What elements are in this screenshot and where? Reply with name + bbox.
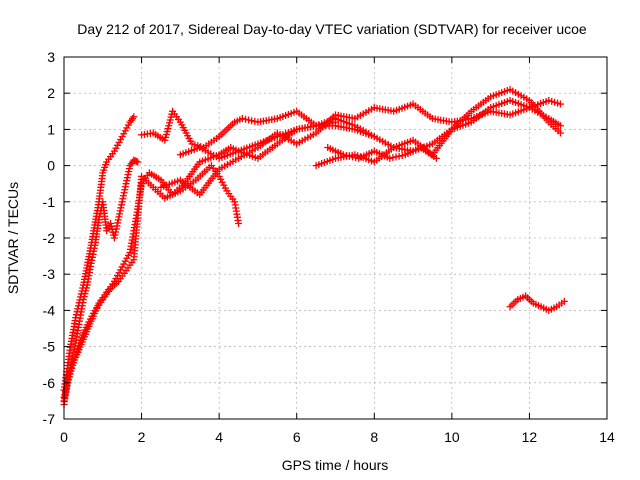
data-point-marker — [345, 152, 353, 160]
y-axis-label: SDTVAR / TECUs — [5, 182, 21, 294]
series-track-9 — [324, 144, 440, 162]
data-point-marker — [242, 115, 250, 123]
data-point-marker — [245, 116, 253, 124]
data-point-marker — [560, 297, 568, 305]
chart-title: Day 212 of 2017, Sidereal Day-to-day VTE… — [77, 21, 587, 37]
data-point-marker — [342, 151, 350, 159]
data-point-marker — [386, 154, 394, 162]
grid-layer — [64, 57, 607, 419]
data-point-marker — [398, 151, 406, 159]
data-point-marker — [556, 129, 564, 137]
data-point-marker — [556, 122, 564, 130]
series-track-7 — [176, 96, 564, 162]
data-point-marker — [248, 117, 256, 125]
x-tick-label: 4 — [215, 429, 223, 445]
data-point-marker — [238, 115, 246, 123]
data-point-marker — [432, 154, 440, 162]
x-axis-label: GPS time / hours — [282, 457, 389, 473]
y-tick-label: -5 — [43, 339, 56, 355]
y-tick-label: -2 — [43, 230, 56, 246]
plot-layer — [60, 86, 568, 409]
x-tick-label: 14 — [599, 429, 615, 445]
data-point-marker — [339, 151, 347, 159]
data-point-marker — [389, 154, 397, 162]
y-tick-label: -1 — [43, 194, 56, 210]
x-tick-label: 6 — [293, 429, 301, 445]
data-point-marker — [235, 220, 243, 228]
y-tick-label: -6 — [43, 375, 56, 391]
y-tick-label: -3 — [43, 266, 56, 282]
y-tick-label: 3 — [47, 49, 55, 65]
y-tick-label: -4 — [43, 302, 56, 318]
data-point-marker — [130, 113, 138, 121]
series-track-10 — [506, 292, 568, 314]
data-point-marker — [134, 158, 142, 166]
x-tick-label: 0 — [60, 429, 68, 445]
data-point-marker — [392, 153, 400, 161]
x-tick-label: 8 — [370, 429, 378, 445]
y-tick-label: 0 — [47, 158, 55, 174]
x-tick-label: 10 — [444, 429, 460, 445]
data-point-marker — [349, 153, 357, 161]
data-point-marker — [556, 100, 564, 108]
y-tick-label: 2 — [47, 85, 55, 101]
x-tick-label: 2 — [138, 429, 146, 445]
series-track-8 — [312, 86, 564, 170]
data-point-marker — [395, 152, 403, 160]
data-point-marker — [251, 117, 259, 125]
series-track-4 — [60, 162, 243, 401]
series-track-3 — [60, 118, 339, 409]
x-tick-label: 12 — [522, 429, 538, 445]
series-track-6 — [157, 96, 564, 199]
y-tick-label: 1 — [47, 121, 55, 137]
y-tick-label: -7 — [43, 411, 56, 427]
